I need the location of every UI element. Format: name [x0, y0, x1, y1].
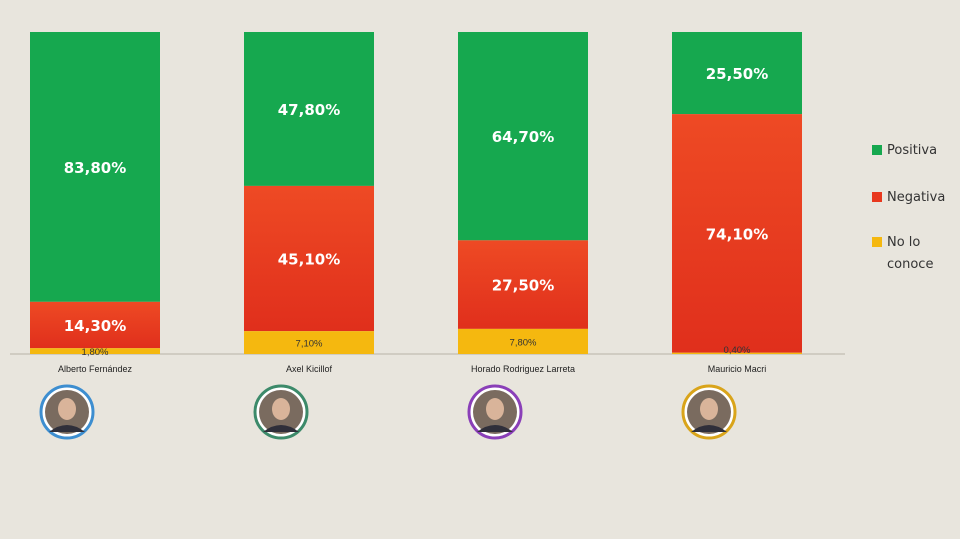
data-label-positiva: 47,80% [278, 101, 340, 119]
bar-group: 64,70% 27,50% 7,80% Horado Rodriguez Larret… [458, 32, 588, 440]
legend: Positiva Negativa No lo conoce [872, 143, 945, 272]
category-label: Alberto Fernández [58, 364, 133, 374]
bar-segment-negativa [672, 114, 802, 353]
avatar-face [272, 398, 290, 420]
bar-segment-negativa [458, 240, 588, 329]
data-label-negativa: 14,30% [64, 317, 126, 335]
legend-item: No lo conoce [872, 235, 933, 272]
avatar-shoulders [477, 425, 513, 432]
legend-swatch [872, 145, 882, 155]
bar-segment-negativa [30, 301, 160, 349]
data-label-negativa: 45,10% [278, 251, 340, 269]
data-label-positiva: 83,80% [64, 159, 126, 177]
bar-segment-positiva [458, 32, 588, 241]
bar-group: 47,80% 45,10% 7,10% Axel Kicillof [244, 32, 374, 440]
data-label-no-lo-conoce: 0,40% [724, 345, 751, 356]
avatar-face [58, 398, 76, 420]
data-label-no-lo-conoce: 7,10% [296, 339, 323, 350]
bar-segment-no-lo-conoce [672, 352, 802, 354]
data-label-negativa: 74,10% [706, 225, 768, 243]
avatar [253, 384, 309, 440]
bar-group: 25,50% 74,10% 0,40% Mauricio Macri [672, 32, 802, 440]
legend-label: No lo conoce [887, 235, 933, 272]
bar-segment-no-lo-conoce [458, 328, 588, 354]
legend-label: Positiva [887, 143, 937, 158]
data-label-negativa: 27,50% [492, 277, 554, 295]
bar-group: 83,80% 14,30% 1,80% Alberto Fernández [30, 32, 160, 440]
avatar [39, 384, 95, 440]
avatar-shoulders [691, 425, 727, 432]
legend-label: Negativa [887, 190, 945, 205]
avatar-shoulders [49, 425, 85, 432]
legend-item: Negativa [872, 190, 945, 205]
legend-item: Positiva [872, 143, 937, 158]
data-label-no-lo-conoce: 7,80% [510, 337, 537, 348]
category-label: Horado Rodriguez Larreta [471, 364, 575, 374]
bar-segment-no-lo-conoce [30, 348, 160, 354]
bar-segment-positiva [244, 32, 374, 186]
data-label-positiva: 25,50% [706, 65, 768, 83]
bar-segment-positiva [30, 32, 160, 302]
avatar [467, 384, 523, 440]
bar-segment-positiva [672, 32, 802, 115]
data-label-no-lo-conoce: 1,80% [82, 347, 109, 358]
avatar-face [700, 398, 718, 420]
bar-segment-no-lo-conoce [244, 331, 374, 354]
avatar-shoulders [263, 425, 299, 432]
category-label: Axel Kicillof [286, 364, 333, 374]
avatar-face [486, 398, 504, 420]
data-label-positiva: 64,70% [492, 128, 554, 146]
avatar [681, 384, 737, 440]
legend-swatch [872, 237, 882, 247]
category-label: Mauricio Macri [708, 364, 767, 374]
legend-swatch [872, 192, 882, 202]
bar-segment-negativa [244, 185, 374, 332]
